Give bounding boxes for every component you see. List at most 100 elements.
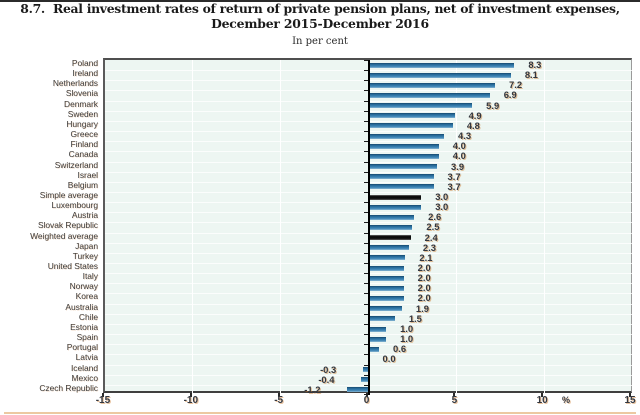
- category-label: Greece: [70, 129, 98, 140]
- bar: [368, 225, 413, 230]
- horizontal-gridline: [105, 151, 634, 153]
- category-label: Ireland: [72, 68, 98, 79]
- bar: [361, 377, 369, 383]
- horizontal-gridline: [105, 171, 634, 173]
- vertical-gridline: [280, 60, 282, 395]
- bar-value-label: -0.4: [318, 373, 335, 385]
- bar-value-label: 2.0: [417, 272, 431, 284]
- category-label: Canada: [68, 149, 98, 160]
- zero-line-tick: [363, 263, 368, 265]
- vertical-gridline: [455, 60, 457, 395]
- horizontal-gridline: [105, 202, 634, 204]
- zero-line-tick: [363, 394, 368, 395]
- zero-line-tick: [363, 60, 368, 61]
- horizontal-gridline: [105, 212, 634, 214]
- horizontal-gridline: [105, 354, 634, 356]
- bar-value-label: 2.0: [417, 282, 431, 294]
- x-axis-tick: [101, 393, 104, 397]
- category-label: Hungary: [66, 118, 98, 129]
- plot-area: 8.3 8.1 7.2 6.9 5.9 4.9 4.8 4.3 4.0 4.0 3.9 3.7 3.7 3…: [103, 58, 634, 395]
- category-label: Simple average: [39, 189, 98, 200]
- bar: [368, 143, 439, 149]
- category-label: Czech Republic: [39, 382, 98, 393]
- zero-line-tick: [363, 131, 368, 133]
- figure-title: 8.7. Real investment rates of return of …: [0, 1, 640, 31]
- zero-line-tick: [363, 354, 368, 356]
- bar: [368, 214, 415, 220]
- category-label: Finland: [70, 139, 98, 150]
- figure-title-line1: 8.7. Real investment rates of return of …: [20, 1, 620, 16]
- bar: [368, 164, 438, 170]
- horizontal-gridline: [105, 313, 634, 315]
- bar: [368, 103, 473, 109]
- bar-value-label: 5.9: [486, 99, 500, 111]
- bar-value-label: 1.0: [400, 333, 414, 345]
- bar: [368, 255, 406, 261]
- bar: [368, 265, 404, 271]
- category-label: Slovenia: [65, 88, 98, 99]
- bar-value-label: 1.5: [408, 312, 422, 324]
- bar-value-label: 3.7: [447, 170, 461, 182]
- horizontal-gridline: [105, 283, 634, 285]
- category-label: Latvia: [75, 352, 98, 363]
- bar: [368, 123, 453, 129]
- horizontal-gridline: [105, 120, 634, 122]
- zero-line-tick: [363, 283, 368, 285]
- bar: [363, 367, 369, 373]
- bar-value-label: 7.2: [509, 79, 523, 91]
- bar: [368, 275, 404, 281]
- category-label: Iceland: [70, 362, 98, 373]
- zero-line-tick: [363, 70, 368, 72]
- bar-value-label: 4.0: [452, 140, 466, 152]
- zero-line-tick: [363, 141, 368, 143]
- bar: [368, 326, 387, 332]
- bar: [368, 174, 434, 180]
- x-axis-tick-label: -10: [183, 395, 199, 406]
- horizontal-gridline: [105, 273, 634, 275]
- zero-line-tick: [363, 222, 368, 224]
- zero-line-tick: [363, 242, 368, 244]
- horizontal-gridline: [105, 263, 634, 265]
- bar: [368, 306, 402, 312]
- zero-line-tick: [363, 364, 368, 366]
- bar-value-label: 2.6: [428, 211, 442, 223]
- bar: [368, 316, 395, 322]
- category-label: Japan: [75, 240, 98, 251]
- category-label: Israel: [77, 169, 98, 180]
- x-axis-tick: [277, 393, 280, 397]
- category-label: Slovak Republic: [37, 220, 98, 231]
- category-label: Turkey: [72, 250, 98, 261]
- category-label: United States: [47, 261, 98, 272]
- horizontal-gridline: [105, 323, 634, 325]
- bar-value-label: 2.1: [419, 251, 433, 263]
- zero-line-tick: [363, 80, 368, 82]
- zero-line-tick: [363, 181, 368, 183]
- x-axis-tick: [541, 393, 544, 397]
- zero-line-tick: [363, 313, 368, 315]
- zero-line-tick: [363, 100, 368, 102]
- category-label: Denmark: [64, 98, 98, 109]
- x-axis-tick: [189, 393, 192, 397]
- zero-line-tick: [363, 90, 368, 92]
- zero-line-tick: [363, 120, 368, 122]
- zero-line-tick: [363, 303, 368, 305]
- bar-value-label: 0.6: [393, 343, 407, 355]
- category-label: Australia: [65, 301, 98, 312]
- category-label: Italy: [82, 271, 98, 282]
- horizontal-gridline: [105, 222, 634, 224]
- bar-highlight: [368, 235, 411, 241]
- bar-value-label: 4.3: [458, 130, 472, 142]
- zero-line-tick: [363, 344, 368, 346]
- bar-value-label: -1.2: [304, 383, 321, 395]
- x-axis-unit-label: %: [561, 395, 571, 405]
- bar: [368, 285, 404, 291]
- zero-line-tick: [363, 232, 368, 234]
- bar-value-label: 8.3: [528, 59, 542, 70]
- horizontal-gridline: [105, 100, 634, 102]
- zero-line-tick: [363, 384, 368, 386]
- x-axis-tick: [453, 393, 456, 397]
- zero-line-tick: [363, 161, 368, 163]
- zero-line-tick: [363, 202, 368, 204]
- horizontal-gridline: [105, 131, 634, 133]
- top-rule: [0, 0, 640, 2]
